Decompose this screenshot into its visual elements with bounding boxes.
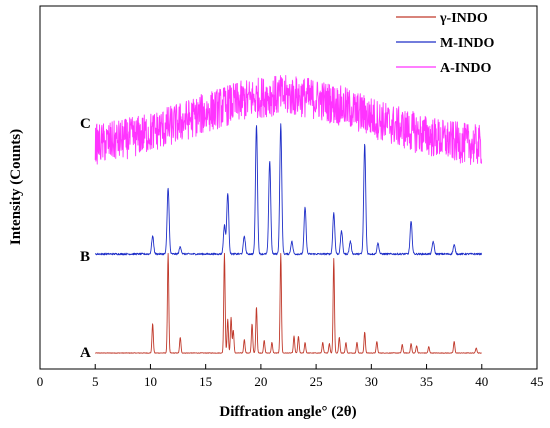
x-tick-label: 0 [37, 374, 44, 389]
x-tick-label: 10 [144, 374, 157, 389]
plot-frame [39, 5, 538, 370]
legend-label-gamma: γ-INDO [439, 11, 488, 26]
legend: γ-INDO M-INDO A-INDO [396, 11, 495, 76]
x-tick-label: 15 [199, 374, 212, 389]
x-tick-label: 25 [310, 374, 323, 389]
x-tick-label: 40 [475, 374, 488, 389]
series-layer [94, 74, 483, 354]
curve-label-c: C [80, 116, 91, 132]
curve-label-b: B [80, 249, 90, 265]
legend-label-a: A-INDO [440, 61, 491, 76]
curve-label-a: A [80, 345, 91, 361]
series-line-c [94, 74, 483, 165]
x-tick-label: 20 [254, 374, 267, 389]
x-tick-label: 45 [531, 374, 544, 389]
x-tick-label: 30 [365, 374, 378, 389]
series-line-a [94, 252, 482, 354]
x-tick-label: 35 [420, 374, 433, 389]
x-axis-title: Diffration angle° (2θ) [219, 404, 356, 420]
series-line-b [95, 123, 482, 256]
x-tick-label: 5 [92, 374, 99, 389]
y-axis-title: Intensity (Counts) [8, 129, 24, 245]
x-axis-ticks: 0 5 10 15 20 25 30 35 40 45 [37, 364, 544, 389]
legend-label-m: M-INDO [440, 36, 495, 51]
